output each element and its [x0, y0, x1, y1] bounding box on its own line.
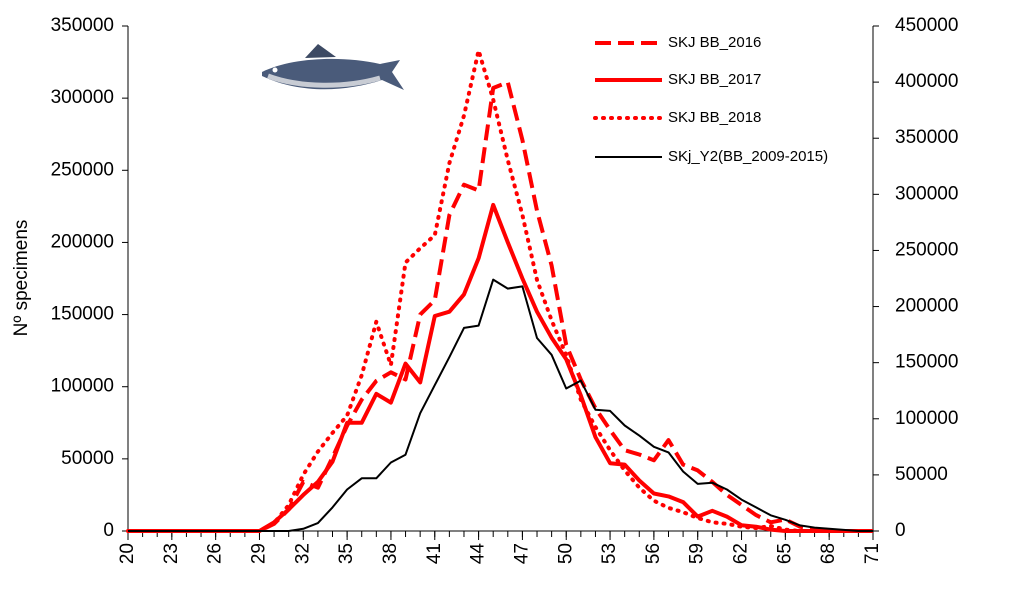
y2-tick-label: 0	[895, 520, 906, 541]
legend-label: SKJ BB_2018	[668, 109, 761, 126]
x-tick-label: 62	[731, 543, 752, 564]
series-line	[128, 278, 873, 532]
x-tick-label: 32	[292, 543, 313, 564]
legend-label: SKJ BB_2017	[668, 71, 761, 88]
y2-tick-label: 400000	[895, 71, 958, 92]
x-tick-label: 20	[117, 543, 138, 564]
x-tick-label: 23	[161, 543, 182, 564]
y-axis-title: Nº specimens	[11, 220, 32, 337]
x-tick-label: 26	[205, 543, 226, 564]
x-tick-label: 53	[599, 543, 620, 564]
legend-label: SKJ BB_2016	[668, 34, 761, 51]
x-tick-label: 41	[424, 543, 445, 564]
y2-tick-label: 300000	[895, 183, 958, 204]
series-line	[128, 202, 873, 533]
y-tick-label: 200000	[51, 231, 114, 252]
y2-tick-label: 350000	[895, 127, 958, 148]
fish-icon	[262, 44, 404, 90]
x-tick-label: 29	[248, 543, 269, 564]
x-tick-label: 35	[336, 543, 357, 564]
y2-tick-label: 50000	[895, 464, 948, 485]
y2-tick-label: 150000	[895, 352, 958, 373]
x-tick-label: 44	[468, 543, 489, 565]
x-tick-label: 68	[818, 543, 839, 564]
y-tick-label: 0	[103, 520, 114, 541]
y-tick-label: 100000	[51, 376, 114, 397]
y-tick-label: 250000	[51, 159, 114, 180]
y2-tick-label: 450000	[895, 15, 958, 36]
x-tick-label: 56	[643, 543, 664, 564]
legend-label: SKj_Y2(BB_2009-2015)	[668, 148, 828, 165]
x-tick-label: 65	[774, 543, 795, 564]
series-line	[126, 48, 875, 533]
y-tick-label: 350000	[51, 15, 114, 36]
x-tick-label: 47	[511, 543, 532, 564]
x-tick-label: 38	[380, 543, 401, 564]
y-tick-label: 300000	[51, 87, 114, 108]
y2-tick-label: 250000	[895, 239, 958, 260]
x-tick-label: 59	[687, 543, 708, 564]
x-tick-label: 71	[862, 543, 883, 564]
x-tick-label: 50	[555, 543, 576, 564]
y-tick-label: 50000	[61, 448, 114, 469]
y2-tick-label: 200000	[895, 296, 958, 317]
y-tick-label: 150000	[51, 304, 114, 325]
y2-tick-label: 100000	[895, 408, 958, 429]
